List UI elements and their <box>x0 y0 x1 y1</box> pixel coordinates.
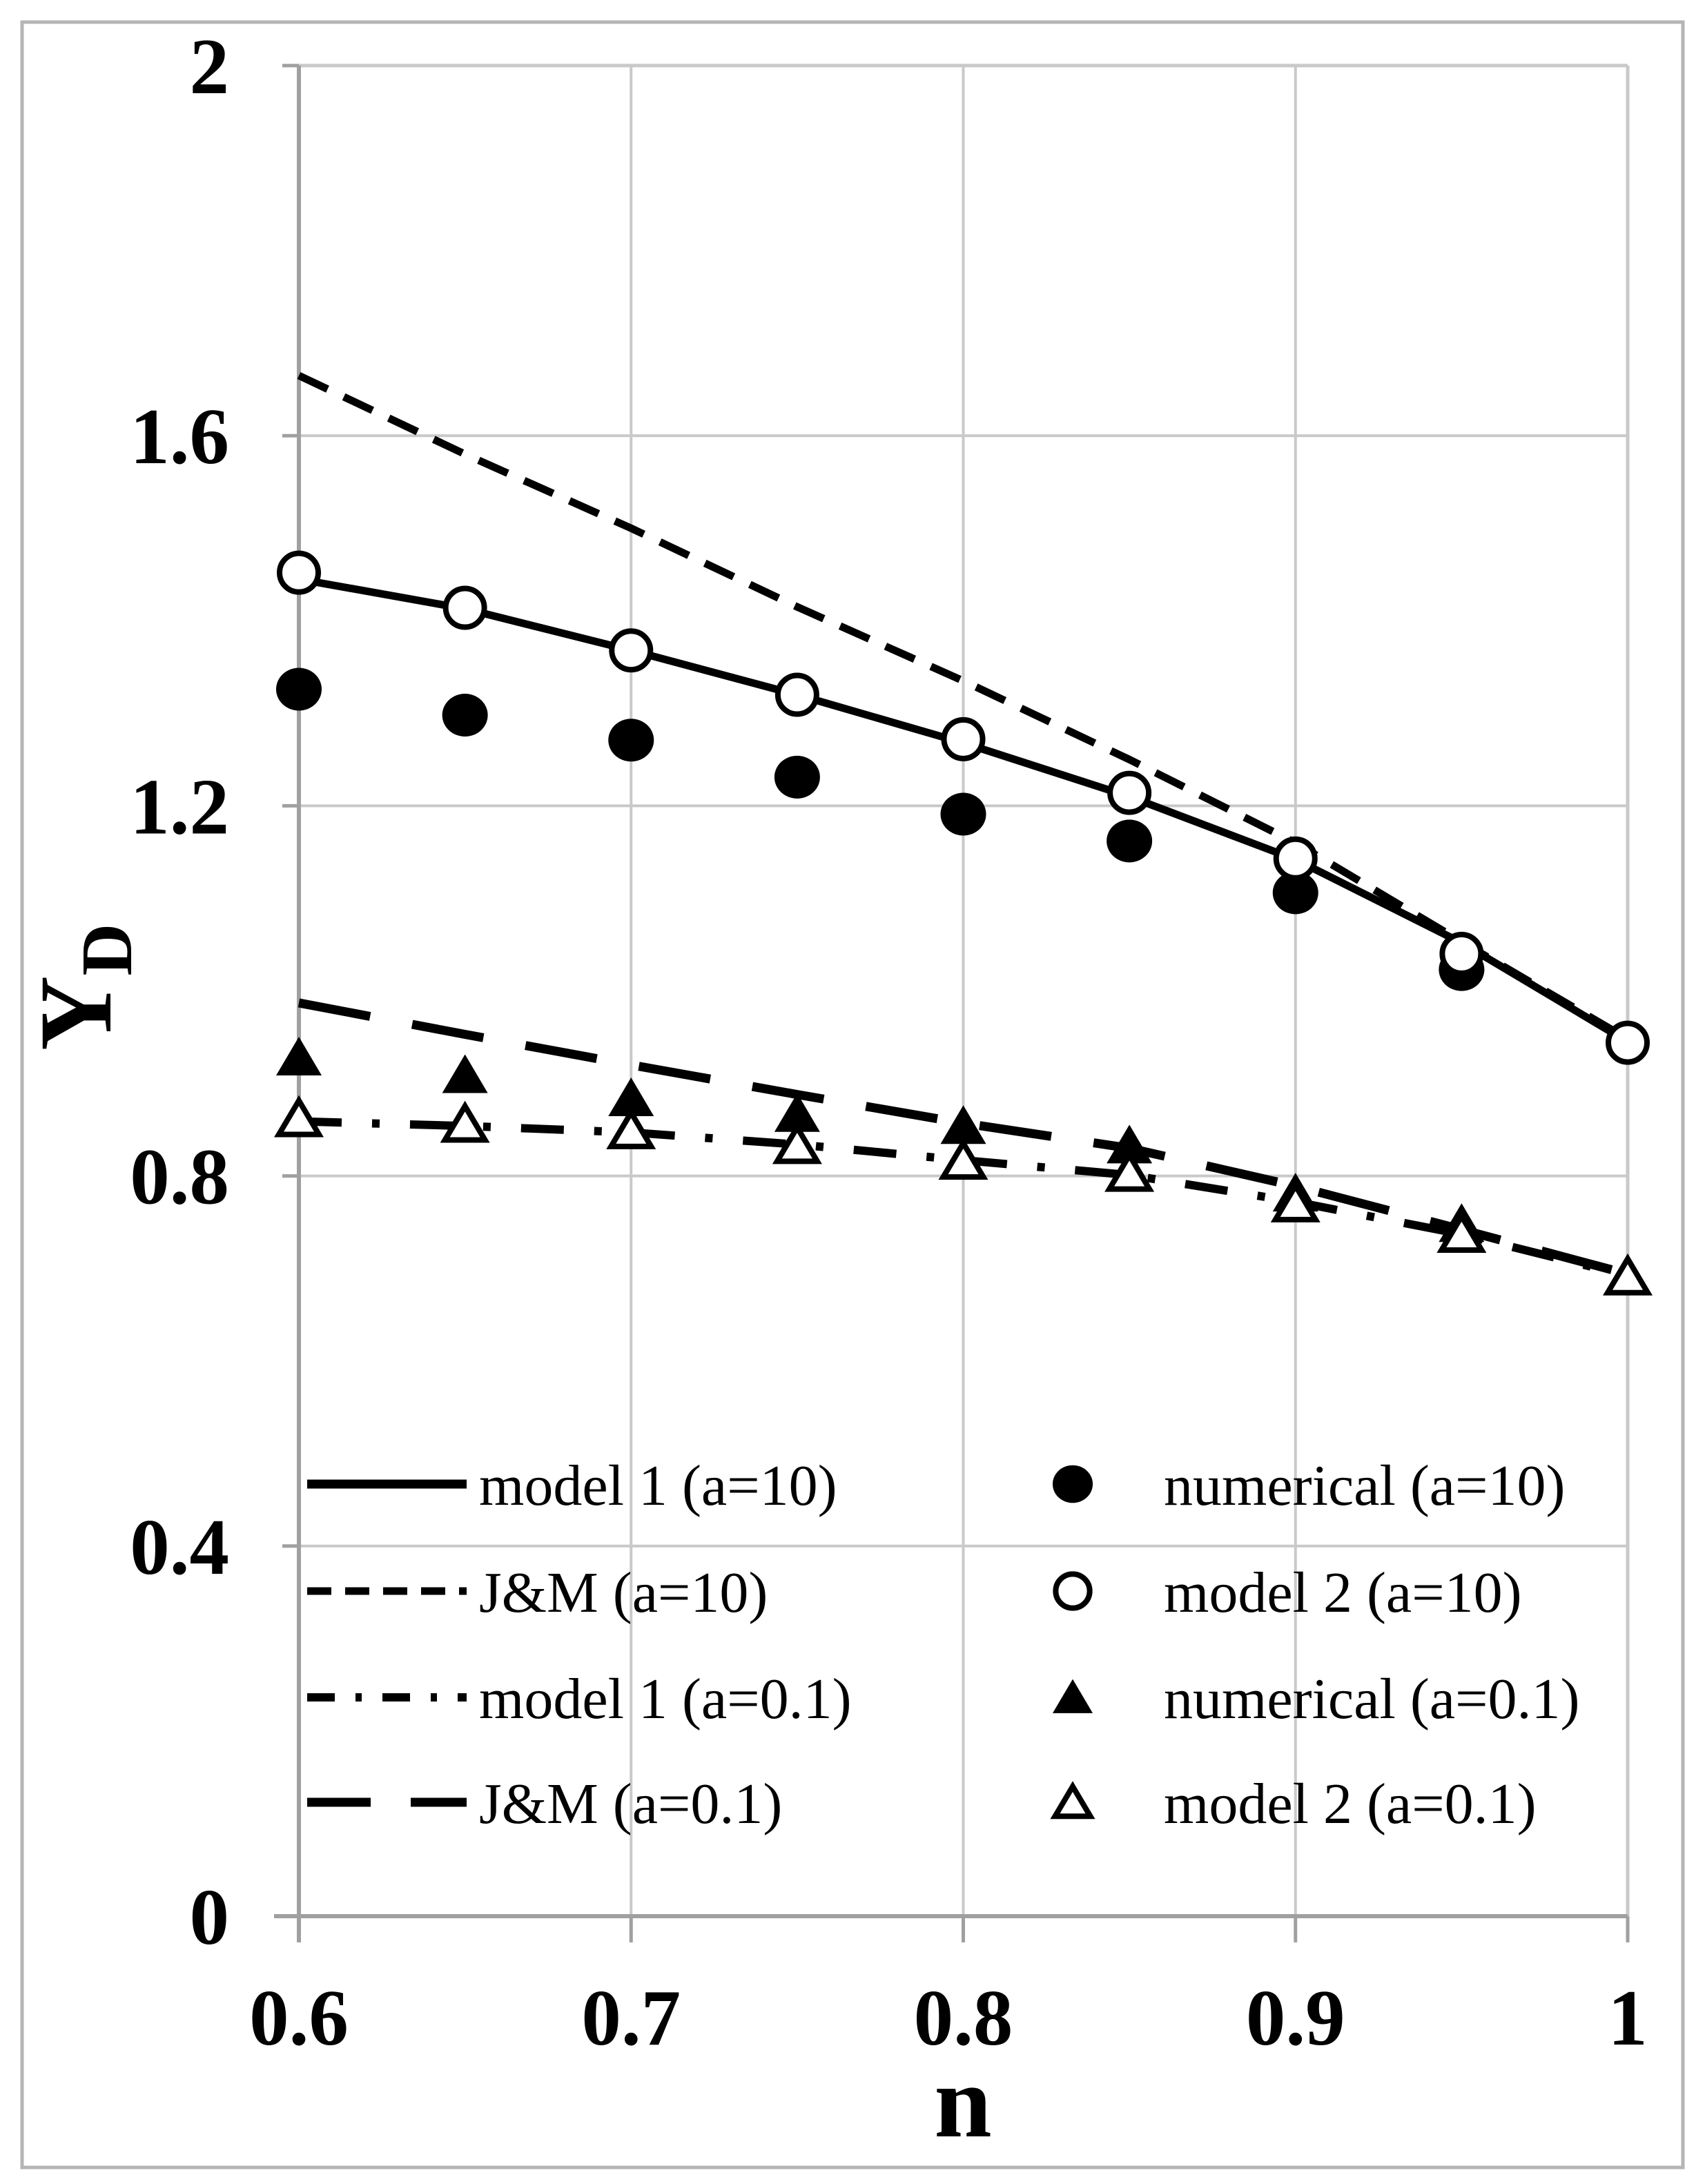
data-point-numerical-a-0.1 <box>1107 1124 1153 1164</box>
y-tick-label: 0.8 <box>130 1133 229 1221</box>
x-tick-label: 0.6 <box>249 1974 349 2062</box>
data-point-model-2-a-10 <box>1606 1020 1650 1065</box>
legend-label: numerical (a=0.1) <box>1164 1667 1579 1731</box>
data-point-model-2-a-0.1 <box>772 1122 822 1164</box>
data-point-numerical-a-10 <box>608 719 654 762</box>
series-model-1-a-0.1 <box>298 1117 1629 1280</box>
figure-frame <box>20 20 1685 2170</box>
legend-label: numerical (a=10) <box>1164 1454 1565 1518</box>
data-point-model-2-a-10 <box>941 716 986 761</box>
legend-marker-sample <box>1052 1465 1093 1503</box>
data-point-model-2-a-10 <box>1439 931 1484 976</box>
data-point-numerical-a-10 <box>1272 871 1318 915</box>
data-point-numerical-a-10 <box>940 792 986 836</box>
data-point-model-2-a-0.1 <box>606 1107 656 1149</box>
data-point-model-2-a-10 <box>609 628 654 673</box>
x-tick-label: 0.8 <box>914 1974 1013 2062</box>
data-point-model-2-a-0.1 <box>1104 1149 1155 1192</box>
legend-label: model 2 (a=10) <box>1164 1561 1522 1625</box>
legend-marker-sample <box>1050 1781 1095 1820</box>
legend-label: J&M (a=0.1) <box>479 1772 782 1836</box>
data-point-numerical-a-0.1 <box>774 1093 820 1132</box>
legend-marker-sample <box>1053 1571 1093 1611</box>
legend-item-model-1-a-0.1: model 1 (a=0.1) <box>307 1667 852 1731</box>
y-tick-label: 0.4 <box>130 1503 229 1591</box>
data-point-model-2-a-10 <box>774 672 819 717</box>
data-point-model-2-a-10 <box>277 550 321 595</box>
x-tick-label: 0.9 <box>1246 1974 1345 2062</box>
legend-item-numerical-a-0.1: numerical (a=0.1) <box>1052 1667 1579 1731</box>
legend-label: model 2 (a=0.1) <box>1164 1772 1537 1836</box>
series-model-2-a-0.1 <box>273 1095 1653 1296</box>
tick-labels: 0 0.4 0.8 1.2 1.6 2 0.6 0.7 0.8 0.9 1 <box>130 23 1648 2062</box>
data-point-numerical-a-10 <box>1107 819 1153 863</box>
y-axis-label: YD <box>19 924 147 1051</box>
data-point-numerical-a-0.1 <box>940 1105 986 1144</box>
series-model-2-a-10 <box>277 550 1650 1065</box>
legend-label: J&M (a=10) <box>479 1561 768 1625</box>
data-point-model-2-a-0.1 <box>1602 1253 1653 1296</box>
data-point-numerical-a-0.1 <box>276 1037 322 1076</box>
legend-item-model-1-a-10: model 1 (a=10) <box>307 1454 837 1518</box>
y-tick-label: 1.2 <box>130 763 229 850</box>
legend: model 1 (a=10) J&M (a=10) model 1 (a=0.1) J… <box>307 1454 1579 1836</box>
data-point-model-2-a-10 <box>442 585 487 630</box>
series-numerical-a-10 <box>276 667 1485 991</box>
legend-item-model-2-a-10: model 2 (a=10) <box>1053 1561 1522 1625</box>
data-point-numerical-a-10 <box>276 667 322 711</box>
data-point-model-2-a-10 <box>1107 770 1152 815</box>
legend-label: model 1 (a=0.1) <box>479 1667 852 1731</box>
series-layer <box>273 372 1653 1296</box>
data-point-numerical-a-10 <box>774 755 820 799</box>
data-point-numerical-a-0.1 <box>608 1077 654 1116</box>
data-point-numerical-a-10 <box>442 694 488 737</box>
y-tick-label: 0 <box>190 1873 230 1961</box>
y-tick-label: 1.6 <box>130 393 229 480</box>
x-axis-label: n <box>934 2045 991 2159</box>
legend-item-model-2-a-0.1: model 2 (a=0.1) <box>1050 1772 1537 1836</box>
data-point-model-2-a-0.1 <box>938 1138 988 1180</box>
data-point-model-2-a-0.1 <box>440 1100 490 1143</box>
data-point-numerical-a-0.1 <box>442 1054 488 1093</box>
legend-marker-sample <box>1052 1679 1093 1713</box>
legend-item-j-m-a-0.1: J&M (a=0.1) <box>307 1772 782 1836</box>
x-tick-label: 0.7 <box>581 1974 681 2062</box>
x-tick-label: 1 <box>1608 1974 1648 2062</box>
data-point-model-2-a-0.1 <box>1436 1211 1487 1254</box>
y-axis-label-main: Y <box>19 976 133 1051</box>
legend-item-numerical-a-10: numerical (a=10) <box>1052 1454 1565 1518</box>
legend-item-j-m-a-10: J&M (a=10) <box>307 1561 768 1625</box>
y-tick-label: 2 <box>190 23 230 110</box>
y-axis-label-subscript: D <box>66 924 147 976</box>
data-point-model-2-a-0.1 <box>273 1095 324 1138</box>
series-line-model-1-a-0.1 <box>298 1117 1629 1280</box>
data-point-model-2-a-10 <box>1273 836 1318 881</box>
legend-label: model 1 (a=10) <box>479 1454 837 1518</box>
data-point-model-2-a-0.1 <box>1270 1180 1321 1222</box>
